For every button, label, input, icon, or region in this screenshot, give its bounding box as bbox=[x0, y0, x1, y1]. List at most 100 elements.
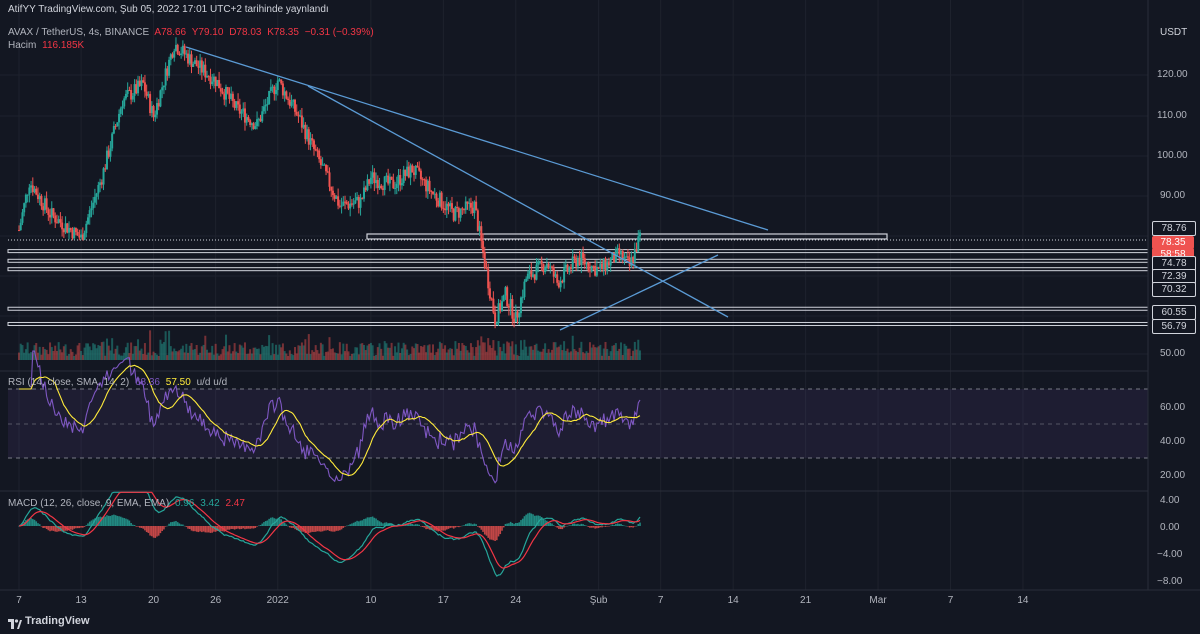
symbol-name[interactable]: AVAX / TetherUS, 4s, BINANCE bbox=[8, 27, 150, 38]
candle-body bbox=[373, 172, 376, 184]
candle-body bbox=[180, 53, 183, 56]
tradingview-logo-icon[interactable] bbox=[8, 616, 22, 629]
rsi-title[interactable]: RSI (14, close, SMA, 14, 2) bbox=[8, 377, 130, 388]
candle-body bbox=[621, 250, 624, 261]
volume-bar bbox=[169, 346, 172, 360]
macd-histogram-bar bbox=[171, 521, 174, 526]
rsi-legend[interactable]: RSI (14, close, SMA, 14, 2) 68.36 57.50 … bbox=[8, 377, 230, 388]
triangle-support-line[interactable] bbox=[559, 254, 719, 331]
candle-body bbox=[235, 101, 238, 108]
candle-body bbox=[211, 81, 214, 85]
candle-body bbox=[578, 257, 581, 266]
macd-histogram-bar bbox=[366, 517, 369, 526]
volume-bar bbox=[404, 344, 407, 360]
resistance-zone[interactable] bbox=[366, 233, 888, 240]
currency-label[interactable]: USDT bbox=[1160, 27, 1188, 38]
candle-body bbox=[302, 124, 305, 128]
candle-body bbox=[204, 64, 207, 78]
candle-body bbox=[450, 203, 453, 209]
volume-bar bbox=[331, 348, 334, 360]
volume-bar bbox=[511, 341, 514, 360]
volume-bar bbox=[204, 335, 207, 360]
candle-body bbox=[611, 252, 614, 259]
volume-bar bbox=[188, 345, 191, 360]
macd-histogram-bar bbox=[371, 516, 374, 526]
macd-histogram-bar bbox=[263, 522, 265, 526]
candle-body bbox=[516, 311, 519, 318]
macd-histogram-bar bbox=[523, 516, 526, 526]
macd-histogram-bar bbox=[119, 516, 122, 526]
volume-bar bbox=[143, 343, 146, 360]
candle-body bbox=[406, 166, 409, 176]
macd-histogram-bar bbox=[83, 526, 86, 527]
trendlines[interactable] bbox=[185, 46, 769, 331]
macd-histogram-bar bbox=[280, 519, 282, 526]
candle-body bbox=[45, 198, 48, 210]
rsi-axis[interactable]: 60.00 40.00 20.00 bbox=[1160, 402, 1185, 481]
volume-bar bbox=[414, 343, 417, 360]
macd-histogram-bar bbox=[80, 526, 82, 528]
volume-bar bbox=[633, 341, 636, 360]
volume-bar bbox=[225, 334, 227, 360]
volume-bar bbox=[376, 347, 379, 360]
macd-histogram-bar bbox=[283, 522, 286, 526]
candle-body bbox=[468, 202, 471, 204]
candle-body bbox=[330, 186, 333, 191]
volume-bar bbox=[328, 337, 331, 360]
macd-histogram-bar bbox=[251, 526, 253, 529]
volume-bar bbox=[119, 355, 122, 360]
macd-histogram-bar bbox=[452, 526, 455, 529]
macd-axis[interactable]: 4.00 0.00 −4.00 −8.00 bbox=[1157, 495, 1183, 587]
candle-body bbox=[542, 263, 545, 273]
volume-bar bbox=[549, 352, 552, 360]
candle-body bbox=[506, 287, 509, 306]
symbol-legend[interactable]: AVAX / TetherUS, 4s, BINANCE A78.66 Y79.… bbox=[8, 27, 377, 38]
macd-histogram-bar bbox=[439, 526, 441, 530]
time-tick: 13 bbox=[76, 595, 88, 606]
candle-body bbox=[461, 208, 464, 210]
candle-body bbox=[154, 114, 157, 118]
volume-bar bbox=[257, 348, 260, 360]
time-tick: 24 bbox=[510, 595, 522, 606]
volume-bar bbox=[294, 347, 296, 360]
candle-body bbox=[109, 148, 112, 157]
volume-legend[interactable]: Hacim 116.185K bbox=[8, 40, 87, 51]
candle-body bbox=[575, 257, 578, 267]
volume-bar bbox=[114, 348, 117, 360]
candle-body bbox=[275, 90, 278, 95]
trendline-lower[interactable] bbox=[307, 85, 729, 318]
price-axis[interactable]: 120.00 110.00 100.00 90.00 50.00 bbox=[1157, 69, 1188, 359]
volume-bar bbox=[542, 348, 545, 360]
volume-bar bbox=[164, 331, 167, 360]
footer-brand[interactable]: TradingView bbox=[25, 615, 90, 627]
level-tag: 60.55 bbox=[1152, 305, 1196, 320]
macd-title[interactable]: MACD (12, 26, close, 9, EMA, EMA) bbox=[8, 498, 170, 509]
volume-bar bbox=[178, 350, 181, 360]
volume-value: 116.185K bbox=[42, 40, 85, 51]
trendline-upper[interactable] bbox=[185, 46, 769, 231]
candle-body bbox=[356, 196, 359, 201]
macd-histogram-bar bbox=[71, 526, 74, 530]
volume-bar bbox=[157, 355, 160, 360]
macd-histogram-bar bbox=[285, 524, 288, 526]
volume-bar bbox=[249, 349, 252, 360]
volume-bar bbox=[525, 346, 528, 360]
volume-bar bbox=[173, 348, 176, 360]
candle-body bbox=[23, 203, 26, 213]
macd-histogram-bar bbox=[416, 524, 419, 526]
volume-bar bbox=[537, 350, 540, 360]
candle-body bbox=[74, 227, 77, 233]
macd-legend[interactable]: MACD (12, 26, close, 9, EMA, EMA) 0.96 3… bbox=[8, 498, 248, 509]
volume-bar bbox=[557, 346, 560, 360]
macd-histogram-bar bbox=[73, 526, 75, 529]
volume-bar bbox=[378, 343, 381, 360]
volume-bar bbox=[452, 355, 455, 360]
time-axis[interactable]: 7 13 20 26 2022 10 17 24 Şub 7 14 21 Mar 7 14 bbox=[16, 595, 1029, 606]
macd-histogram-bar bbox=[202, 526, 205, 532]
macd-tick: 4.00 bbox=[1160, 495, 1180, 506]
volume-bar bbox=[118, 354, 121, 360]
price-tick: 120.00 bbox=[1157, 69, 1188, 80]
macd-histogram-bar bbox=[223, 526, 226, 532]
candle-body bbox=[533, 274, 536, 280]
